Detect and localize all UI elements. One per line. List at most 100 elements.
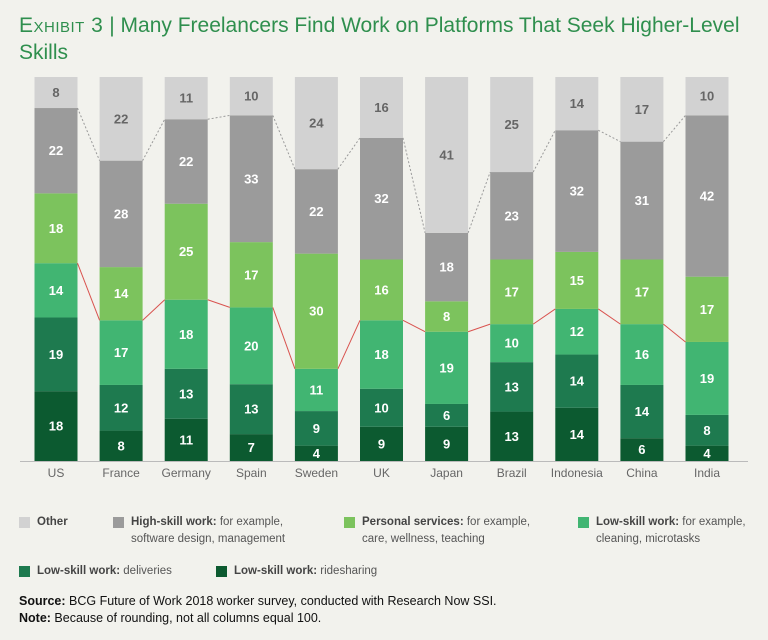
bar-segment-ridesharing [555, 407, 599, 461]
connector-low-skill [337, 320, 361, 370]
x-tick-label: India [694, 466, 720, 480]
legend-desc: for example, [216, 516, 284, 528]
bar-segment-ridesharing [164, 418, 208, 461]
connector-high-skill [467, 171, 491, 234]
bar-segment-deliveries [229, 384, 273, 435]
bar-segment-lowskill [229, 307, 273, 385]
data-label: 17 [114, 345, 128, 360]
bar-segment-personal [685, 276, 729, 342]
data-label: 17 [635, 284, 649, 299]
x-tick-label: US [48, 466, 65, 480]
bar-segment-personal [164, 203, 208, 300]
data-label: 42 [700, 189, 714, 204]
data-label: 30 [309, 304, 323, 319]
legend-swatch-personal [344, 517, 355, 528]
legend-item-personal: Personal services: for example, care, wel… [344, 514, 554, 548]
bar-segment-other [490, 77, 534, 173]
legend-swatch-other [19, 517, 30, 528]
data-label: 13 [504, 379, 518, 394]
bar-segment-high [34, 108, 78, 194]
x-tick-label: Indonesia [551, 466, 603, 480]
data-label: 11 [310, 382, 324, 397]
bar-segment-deliveries [34, 317, 78, 392]
bar-segment-personal [555, 251, 599, 309]
exhibit-label: Exhibit 3 [19, 14, 104, 37]
legend-swatch-ridesharing [216, 566, 227, 577]
connector-high-skill [207, 114, 230, 120]
note-label: Note: [19, 611, 51, 625]
bar-segment-deliveries [360, 388, 403, 427]
data-label: 9 [313, 421, 320, 436]
bar-segment-deliveries [164, 368, 208, 419]
connector-high-skill [142, 119, 166, 161]
data-label: 11 [179, 432, 193, 447]
bar-segment-other [99, 77, 143, 161]
data-label: 22 [49, 143, 63, 158]
data-label: 13 [504, 429, 518, 444]
bar-segment-lowskill [34, 263, 78, 318]
legend-label: Other [37, 516, 68, 528]
x-tick-label: Japan [430, 466, 463, 480]
legend-label: Personal services: [362, 516, 464, 528]
legend-desc-line2: cleaning, microtasks [596, 533, 701, 545]
data-label: 8 [52, 85, 59, 100]
data-label: 16 [374, 282, 388, 297]
bar-segment-deliveries [425, 403, 469, 427]
bar-segment-other [555, 77, 599, 131]
connector-low-skill [532, 308, 556, 325]
data-label: 18 [439, 260, 453, 275]
connector-low-skill [272, 307, 296, 370]
data-label: 18 [49, 419, 63, 434]
bar-segment-high [490, 172, 534, 260]
bar-segment-ridesharing [229, 434, 273, 461]
bar-segment-other [164, 77, 208, 120]
chart-title: Exhibit 3 | Many Freelancers Find Work o… [19, 12, 749, 66]
data-label: 19 [49, 347, 63, 362]
source-label: Source: [19, 594, 66, 608]
source-note: Source: BCG Future of Work 2018 worker s… [19, 593, 497, 627]
data-label: 8 [703, 423, 710, 438]
bar-segment-deliveries [555, 354, 599, 408]
data-label: 6 [443, 408, 450, 423]
connector-high-skill [77, 107, 101, 161]
legend-label: High-skill work: [131, 516, 217, 528]
bar-segment-personal [34, 193, 78, 264]
title-text: Many Freelancers Find Work on Platforms … [19, 14, 740, 64]
data-label: 8 [117, 438, 124, 453]
legend-item-deliveries: Low-skill work: deliveries [19, 563, 219, 580]
bar-segment-ridesharing [620, 438, 664, 461]
data-label: 10 [244, 89, 258, 104]
data-label: 10 [374, 400, 388, 415]
bar-segment-high [229, 115, 273, 243]
bar-segment-other [34, 77, 78, 109]
x-tick-label: China [626, 466, 658, 480]
connector-high-skill [337, 137, 361, 170]
data-label: 17 [504, 284, 518, 299]
data-label: 17 [635, 102, 649, 117]
source-text: BCG Future of Work 2018 worker survey, c… [65, 594, 497, 608]
bar-segment-other [294, 77, 338, 170]
bar-segment-lowskill [360, 320, 403, 389]
data-label: 12 [114, 400, 128, 415]
bar-segment-high [685, 115, 729, 277]
data-label: 25 [504, 117, 518, 132]
data-label: 4 [703, 446, 711, 461]
data-label: 28 [114, 206, 128, 221]
data-label: 22 [114, 111, 128, 126]
legend-desc: ridesharing [317, 565, 378, 577]
bar-segment-ridesharing [360, 426, 403, 461]
legend-item-high-skill: High-skill work: for example, software de… [113, 514, 313, 548]
data-label: 13 [179, 386, 193, 401]
data-label: 32 [570, 184, 584, 199]
bar-segment-ridesharing [490, 411, 534, 461]
title-separator: | [109, 14, 115, 37]
bar-segment-personal [490, 259, 534, 325]
bar-segment-ridesharing [34, 391, 78, 461]
legend-desc: for example, [679, 516, 746, 528]
x-tick-label: Spain [236, 466, 267, 480]
data-label: 14 [570, 96, 585, 111]
bar-segment-deliveries [294, 411, 338, 446]
bar-segment-other [229, 77, 273, 116]
bar-segment-lowskill [164, 299, 208, 369]
connector-low-skill [77, 263, 101, 321]
